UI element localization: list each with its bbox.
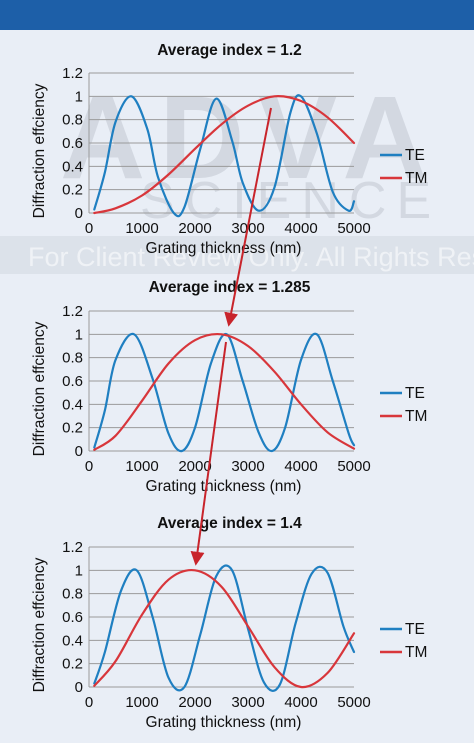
x-axis-label: Grating thickness (nm) <box>146 478 302 495</box>
x-tick-label: 1000 <box>125 694 158 711</box>
watermark: ADVA SCIENCE For Client Review Only. All… <box>0 72 474 274</box>
top-banner <box>0 0 474 30</box>
y-tick-label: 0.4 <box>62 396 83 413</box>
chart-average-index-1-285: Average index = 1.285 0 0.2 0.4 0.6 0.8 1 1.2 0 1… <box>31 279 427 495</box>
watermark-notice: For Client Review Only. All Rights Reser… <box>28 242 474 272</box>
series-line-te <box>93 564 356 692</box>
y-tick-label: 0.6 <box>62 135 83 152</box>
chart-average-index-1-2: Average index = 1.2 0 0.2 0.4 0.6 0.8 1 1.2 0 100… <box>31 42 427 257</box>
watermark-band <box>0 236 474 274</box>
series-line-tm <box>93 332 356 451</box>
legend-label-tm: TM <box>405 644 427 661</box>
y-tick-label: 0.2 <box>62 656 83 673</box>
y-tick-label: 1 <box>75 88 83 105</box>
x-tick-label: 0 <box>85 220 93 237</box>
legend-label-te: TE <box>405 385 425 402</box>
y-tick-label: 1 <box>75 562 83 579</box>
y-tick-label: 0.6 <box>62 373 83 390</box>
legend-label-tm: TM <box>405 170 427 187</box>
x-tick-label: 0 <box>85 694 93 711</box>
y-tick-label: 1 <box>75 326 83 343</box>
x-tick-label: 1000 <box>125 458 158 475</box>
series-line-tm <box>93 95 356 215</box>
x-tick-label: 5000 <box>337 694 370 711</box>
y-tick-label: 0 <box>75 443 83 460</box>
legend-label-tm: TM <box>405 408 427 425</box>
legend-label-te: TE <box>405 621 425 638</box>
legend-label-te: TE <box>405 147 425 164</box>
x-tick-label: 4000 <box>284 694 317 711</box>
x-tick-label: 2000 <box>178 220 211 237</box>
y-tick-label: 1.2 <box>62 539 83 556</box>
y-tick-label: 1.2 <box>62 303 83 320</box>
x-tick-label: 5000 <box>337 220 370 237</box>
chart-title: Average index = 1.4 <box>157 515 302 532</box>
y-tick-label: 0.6 <box>62 609 83 626</box>
y-tick-label: 0.2 <box>62 182 83 199</box>
x-axis-label: Grating thickness (nm) <box>146 240 302 257</box>
x-tick-label: 5000 <box>337 458 370 475</box>
y-axis-label: Diffraction effciency <box>31 557 48 692</box>
y-tick-label: 0.4 <box>62 158 83 175</box>
y-tick-label: 1.2 <box>62 65 83 82</box>
x-tick-label: 4000 <box>284 458 317 475</box>
x-axis-label: Grating thickness (nm) <box>146 714 302 731</box>
y-tick-label: 0 <box>75 205 83 222</box>
y-tick-label: 0 <box>75 679 83 696</box>
y-axis-label: Diffraction effciency <box>31 83 48 218</box>
x-tick-label: 4000 <box>284 220 317 237</box>
x-tick-label: 2000 <box>178 694 211 711</box>
y-tick-label: 0.4 <box>62 632 83 649</box>
y-tick-label: 0.8 <box>62 112 83 129</box>
y-tick-label: 0.8 <box>62 586 83 603</box>
x-tick-label: 0 <box>85 458 93 475</box>
series-line-tm <box>93 568 356 689</box>
chart-average-index-1-4: Average index = 1.4 0 0.2 0.4 0.6 0.8 1 1.2 0 100… <box>31 515 427 731</box>
y-tick-label: 0.8 <box>62 350 83 367</box>
x-tick-label: 3000 <box>231 694 264 711</box>
arrow-peak-1-to-2 <box>224 107 272 327</box>
y-axis-label: Diffraction effciency <box>31 321 48 456</box>
arrow-peak-2-to-3 <box>190 341 227 566</box>
y-tick-label: 0.2 <box>62 420 83 437</box>
watermark-brand: ADVA <box>60 72 442 204</box>
x-tick-label: 1000 <box>125 220 158 237</box>
chart-title: Average index = 1.2 <box>157 42 302 59</box>
x-tick-label: 3000 <box>231 458 264 475</box>
series-line-te <box>93 94 356 218</box>
chart-title: Average index = 1.285 <box>149 279 311 296</box>
watermark-sub: SCIENCE <box>140 172 441 230</box>
x-tick-label: 2000 <box>178 458 211 475</box>
